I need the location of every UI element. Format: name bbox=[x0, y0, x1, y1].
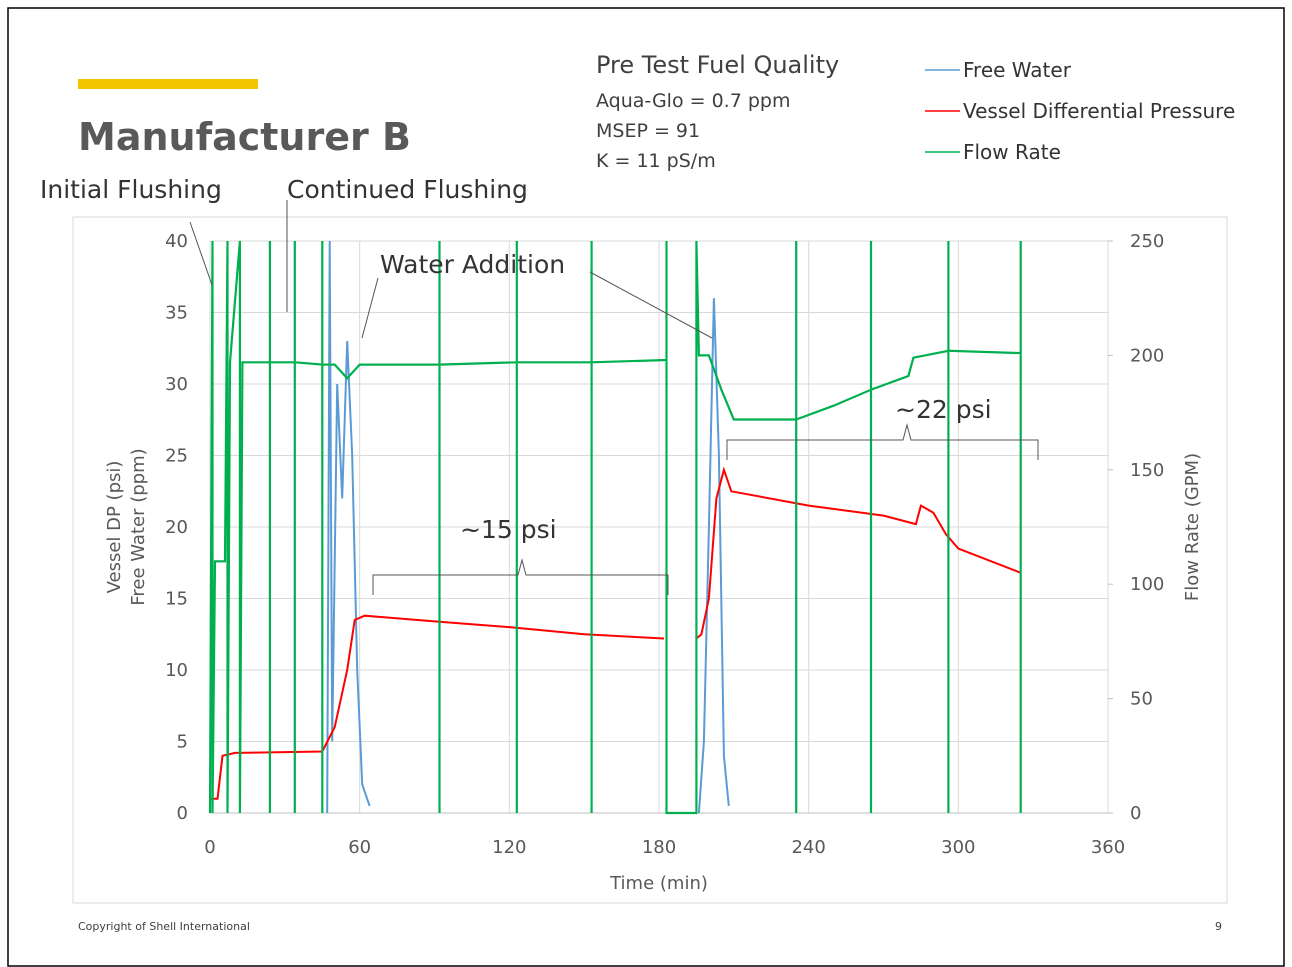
y2-tick-label: 0 bbox=[1130, 803, 1141, 824]
y-tick-label: 5 bbox=[177, 732, 188, 753]
x-axis-label: Time (min) bbox=[609, 873, 708, 894]
y-tick-label: 25 bbox=[165, 446, 188, 467]
series-line bbox=[210, 614, 665, 800]
y2-tick-label: 200 bbox=[1130, 345, 1164, 366]
x-tick-label: 240 bbox=[791, 837, 825, 858]
y-tick-label: 15 bbox=[165, 589, 188, 610]
y2-tick-label: 100 bbox=[1130, 574, 1164, 595]
legend-label: Flow Rate bbox=[963, 140, 1061, 164]
y-axis-label: Vessel DP (psi) bbox=[104, 461, 125, 594]
fuel-quality-line: MSEP = 91 bbox=[596, 120, 700, 142]
annotation: ~15 psi bbox=[460, 515, 557, 544]
annotation-arrows bbox=[189, 200, 1039, 595]
x-tick-label: 60 bbox=[348, 837, 371, 858]
y-tick-label: 40 bbox=[165, 231, 188, 252]
x-tick-label: 360 bbox=[1091, 837, 1125, 858]
y2-tick-label: 150 bbox=[1130, 460, 1164, 481]
series-line bbox=[697, 298, 730, 814]
copyright: Copyright of Shell International bbox=[78, 920, 250, 933]
fuel-quality-line: K = 11 pS/m bbox=[596, 150, 716, 172]
fuel-quality-line: Aqua-Glo = 0.7 ppm bbox=[596, 90, 790, 112]
y-tick-label: 30 bbox=[165, 374, 188, 395]
y2-axis-label: Flow Rate (GPM) bbox=[1182, 453, 1203, 601]
fuel-quality-heading: Pre Test Fuel Quality bbox=[596, 51, 839, 79]
series-line bbox=[695, 466, 1022, 640]
x-tick-label: 120 bbox=[492, 837, 526, 858]
slide-border bbox=[7, 7, 1285, 967]
page-number: 9 bbox=[1215, 920, 1222, 933]
y-tick-label: 10 bbox=[165, 660, 188, 681]
y2-tick-label: 50 bbox=[1130, 689, 1153, 710]
accent-bar bbox=[78, 79, 258, 89]
slide-title: Manufacturer B bbox=[78, 115, 411, 159]
annotation: ~22 psi bbox=[895, 395, 992, 424]
chart-frame bbox=[72, 216, 1228, 904]
y-tick-label: 20 bbox=[165, 517, 188, 538]
plot: 0 60 120 180 240 300 3600510152025303540050100… bbox=[104, 231, 1203, 894]
series-line bbox=[326, 240, 371, 814]
y-tick-label: 35 bbox=[165, 303, 188, 324]
annotation: Water Addition bbox=[380, 250, 565, 279]
y-tick-label: 0 bbox=[177, 803, 188, 824]
series-line bbox=[208, 240, 1022, 815]
x-tick-label: 300 bbox=[941, 837, 975, 858]
y-axis-label: Free Water (ppm) bbox=[128, 448, 149, 605]
legend-label: Vessel Differential Pressure bbox=[963, 99, 1235, 123]
annotation: Continued Flushing bbox=[287, 175, 528, 204]
x-tick-label: 180 bbox=[642, 837, 676, 858]
x-tick-label: 0 bbox=[204, 837, 215, 858]
legend-label: Free Water bbox=[963, 58, 1072, 82]
annotation: Initial Flushing bbox=[40, 175, 222, 204]
y2-tick-label: 250 bbox=[1130, 231, 1164, 252]
